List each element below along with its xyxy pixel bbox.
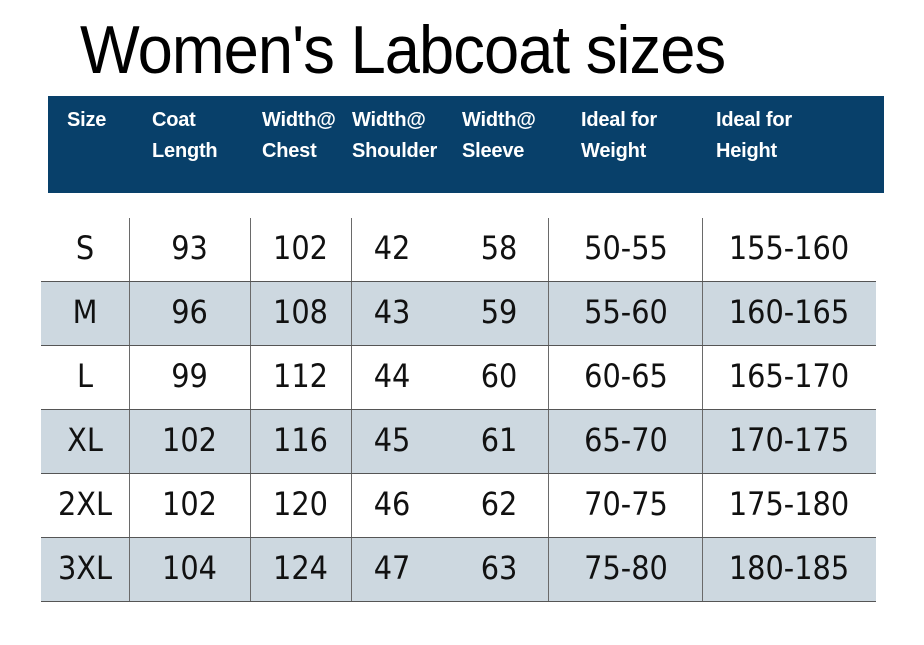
cell-width-chest: 124 [273,549,328,587]
cell-width-chest: 108 [273,293,328,331]
cell-size: 2XL [57,485,113,523]
column-divider [548,282,549,345]
cell-width-shoulder: 44 [373,357,411,395]
column-divider [250,346,251,409]
cell-width-sleeve: 58 [480,229,518,267]
cell-coat-length: 93 [171,229,208,267]
column-divider [250,282,251,345]
column-divider [548,538,549,601]
cell-ideal-weight: 60-65 [584,357,668,395]
cell-width-shoulder: 45 [373,421,411,459]
column-divider [702,218,703,281]
table-row-l: L 99 112 44 60 60-65 165-170 [41,346,876,410]
header-size: Size [67,109,107,131]
column-divider [351,346,352,409]
column-divider [129,538,130,601]
cell-ideal-height: 175-180 [728,485,850,523]
column-divider [548,346,549,409]
table-row-xl: XL 102 116 45 61 65-70 170-175 [41,410,876,474]
cell-coat-length: 99 [171,357,208,395]
column-divider [351,474,352,537]
column-divider [129,410,130,473]
column-divider [129,474,130,537]
column-divider [351,282,352,345]
cell-ideal-weight: 70-75 [584,485,668,523]
cell-ideal-height: 160-165 [728,293,850,331]
cell-width-shoulder: 47 [373,549,411,587]
cell-coat-length: 102 [162,421,217,459]
column-divider [250,538,251,601]
cell-coat-length: 102 [162,485,217,523]
column-divider [250,218,251,281]
cell-ideal-height: 165-170 [728,357,850,395]
cell-width-shoulder: 43 [373,293,411,331]
cell-ideal-height: 180-185 [728,549,850,587]
column-divider [129,282,130,345]
cell-width-sleeve: 62 [480,485,518,523]
cell-ideal-weight: 55-60 [584,293,668,331]
column-divider [351,538,352,601]
column-divider [129,346,130,409]
cell-size: 3XL [57,549,113,587]
cell-width-sleeve: 59 [480,293,518,331]
table-row-m: M 96 108 43 59 55-60 160-165 [41,282,876,346]
cell-size: M [72,293,98,331]
column-divider [250,474,251,537]
header-width-chest: Width@ Chest [262,109,336,162]
table-header: Size Coat Length Width@ Chest Width@ Sho… [48,96,884,193]
header-ideal-weight: Ideal for Weight [581,109,657,162]
table-row-3xl: 3XL 104 124 47 63 75-80 180-185 [41,538,876,602]
column-divider [548,474,549,537]
cell-coat-length: 96 [171,293,208,331]
cell-width-shoulder: 46 [373,485,411,523]
column-divider [250,410,251,473]
header-coat-length: Coat Length [152,109,218,162]
cell-width-chest: 102 [273,229,328,267]
header-ideal-height: Ideal for Height [716,109,792,162]
header-width-shoulder: Width@ Shoulder [352,109,438,162]
header-width-sleeve: Width@ Sleeve [462,109,536,162]
size-table: S 93 102 42 58 50-55 155-160 M 96 108 43… [41,218,876,602]
cell-width-sleeve: 60 [480,357,518,395]
column-divider [702,282,703,345]
table-row-2xl: 2XL 102 120 46 62 70-75 175-180 [41,474,876,538]
column-divider [351,218,352,281]
cell-size: L [76,357,94,395]
column-divider [351,410,352,473]
column-divider [129,218,130,281]
cell-ideal-weight: 65-70 [584,421,668,459]
cell-ideal-weight: 75-80 [584,549,668,587]
cell-ideal-height: 155-160 [728,229,850,267]
page-title: Women's Labcoat sizes [80,12,726,88]
cell-ideal-weight: 50-55 [584,229,668,267]
cell-width-shoulder: 42 [373,229,411,267]
cell-width-chest: 120 [273,485,328,523]
cell-size: XL [67,421,103,459]
table-row-s: S 93 102 42 58 50-55 155-160 [41,218,876,282]
cell-ideal-height: 170-175 [728,421,850,459]
cell-width-sleeve: 61 [480,421,518,459]
column-divider [548,218,549,281]
cell-width-chest: 116 [273,421,328,459]
cell-coat-length: 104 [162,549,217,587]
cell-width-sleeve: 63 [480,549,518,587]
column-divider [702,346,703,409]
column-divider [702,538,703,601]
column-divider [548,410,549,473]
column-divider [702,474,703,537]
cell-size: S [75,229,95,267]
column-divider [702,410,703,473]
cell-width-chest: 112 [273,357,328,395]
